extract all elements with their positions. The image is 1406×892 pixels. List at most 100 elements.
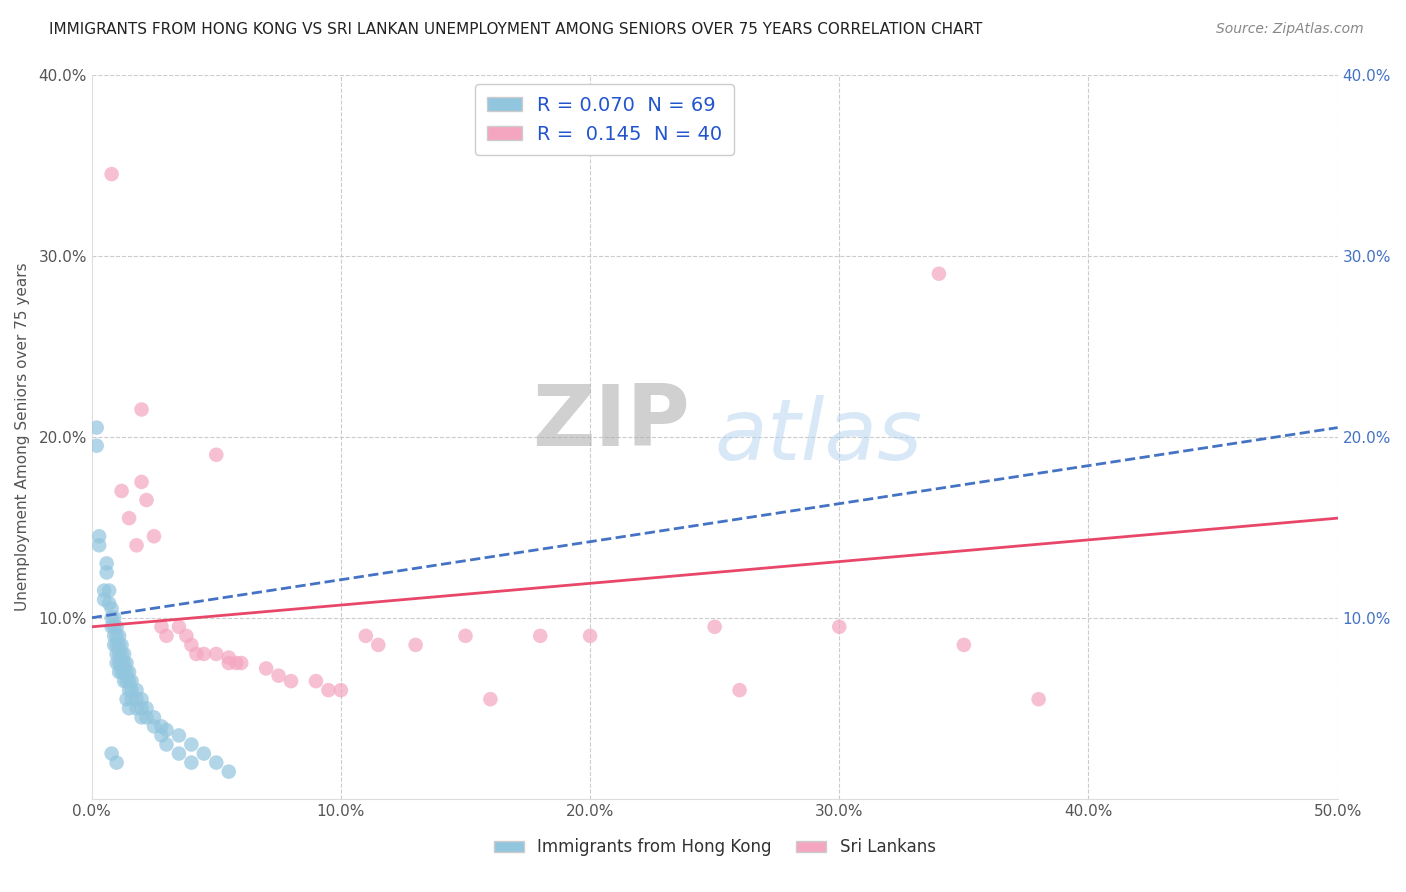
Point	[105, 638, 128, 652]
Point	[193, 647, 215, 661]
Point	[89, 529, 111, 543]
Point	[121, 692, 143, 706]
Point	[135, 710, 157, 724]
Point	[125, 683, 148, 698]
Point	[108, 656, 131, 670]
Point	[143, 529, 166, 543]
Point	[167, 728, 190, 742]
Point	[479, 692, 502, 706]
Point	[218, 764, 240, 779]
Point	[118, 674, 141, 689]
Point	[254, 661, 277, 675]
Point	[118, 665, 141, 679]
Point	[167, 620, 190, 634]
Point	[103, 629, 125, 643]
Point	[115, 656, 138, 670]
Point	[579, 629, 602, 643]
Point	[105, 756, 128, 770]
Point	[131, 710, 153, 724]
Point	[110, 656, 132, 670]
Point	[131, 692, 153, 706]
Point	[150, 719, 173, 733]
Point	[180, 738, 202, 752]
Point	[1028, 692, 1050, 706]
Point	[953, 638, 976, 652]
Point	[112, 674, 135, 689]
Point	[100, 747, 122, 761]
Point	[176, 629, 198, 643]
Point	[100, 611, 122, 625]
Point	[150, 620, 173, 634]
Point	[131, 402, 153, 417]
Point	[103, 638, 125, 652]
Point	[118, 511, 141, 525]
Point	[112, 665, 135, 679]
Legend: Immigrants from Hong Kong, Sri Lankans: Immigrants from Hong Kong, Sri Lankans	[486, 831, 942, 863]
Point	[100, 620, 122, 634]
Point	[143, 710, 166, 724]
Point	[103, 611, 125, 625]
Point	[131, 701, 153, 715]
Point	[121, 683, 143, 698]
Point	[115, 692, 138, 706]
Point	[329, 683, 352, 698]
Point	[131, 475, 153, 489]
Point	[125, 538, 148, 552]
Point	[100, 601, 122, 615]
Point	[125, 701, 148, 715]
Point	[150, 728, 173, 742]
Point	[225, 656, 247, 670]
Point	[108, 638, 131, 652]
Point	[110, 665, 132, 679]
Point	[728, 683, 751, 698]
Point	[280, 674, 302, 689]
Point	[167, 747, 190, 761]
Point	[180, 756, 202, 770]
Point	[112, 647, 135, 661]
Point	[205, 647, 228, 661]
Point	[115, 665, 138, 679]
Point	[105, 629, 128, 643]
Point	[98, 583, 121, 598]
Text: Source: ZipAtlas.com: Source: ZipAtlas.com	[1216, 22, 1364, 37]
Point	[205, 756, 228, 770]
Point	[155, 723, 177, 737]
Point	[110, 647, 132, 661]
Point	[105, 647, 128, 661]
Point	[112, 656, 135, 670]
Point	[928, 267, 950, 281]
Point	[108, 629, 131, 643]
Point	[96, 557, 118, 571]
Point	[218, 650, 240, 665]
Point	[318, 683, 340, 698]
Point	[454, 629, 477, 643]
Point	[93, 583, 115, 598]
Point	[115, 674, 138, 689]
Point	[828, 620, 851, 634]
Point	[305, 674, 328, 689]
Point	[105, 656, 128, 670]
Point	[135, 701, 157, 715]
Point	[98, 596, 121, 610]
Point	[96, 566, 118, 580]
Point	[143, 719, 166, 733]
Point	[231, 656, 253, 670]
Point	[354, 629, 377, 643]
Point	[105, 620, 128, 634]
Point	[108, 647, 131, 661]
Point	[121, 674, 143, 689]
Point	[86, 420, 108, 434]
Point	[155, 629, 177, 643]
Point	[193, 747, 215, 761]
Point	[218, 656, 240, 670]
Point	[118, 701, 141, 715]
Y-axis label: Unemployment Among Seniors over 75 years: Unemployment Among Seniors over 75 years	[15, 262, 30, 611]
Point	[180, 638, 202, 652]
Point	[405, 638, 427, 652]
Point	[93, 592, 115, 607]
Point	[703, 620, 725, 634]
Point	[110, 483, 132, 498]
Point	[205, 448, 228, 462]
Text: atlas: atlas	[714, 395, 922, 478]
Point	[367, 638, 389, 652]
